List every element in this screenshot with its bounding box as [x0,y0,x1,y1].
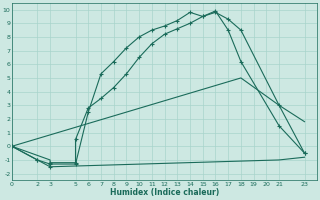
X-axis label: Humidex (Indice chaleur): Humidex (Indice chaleur) [110,188,219,197]
